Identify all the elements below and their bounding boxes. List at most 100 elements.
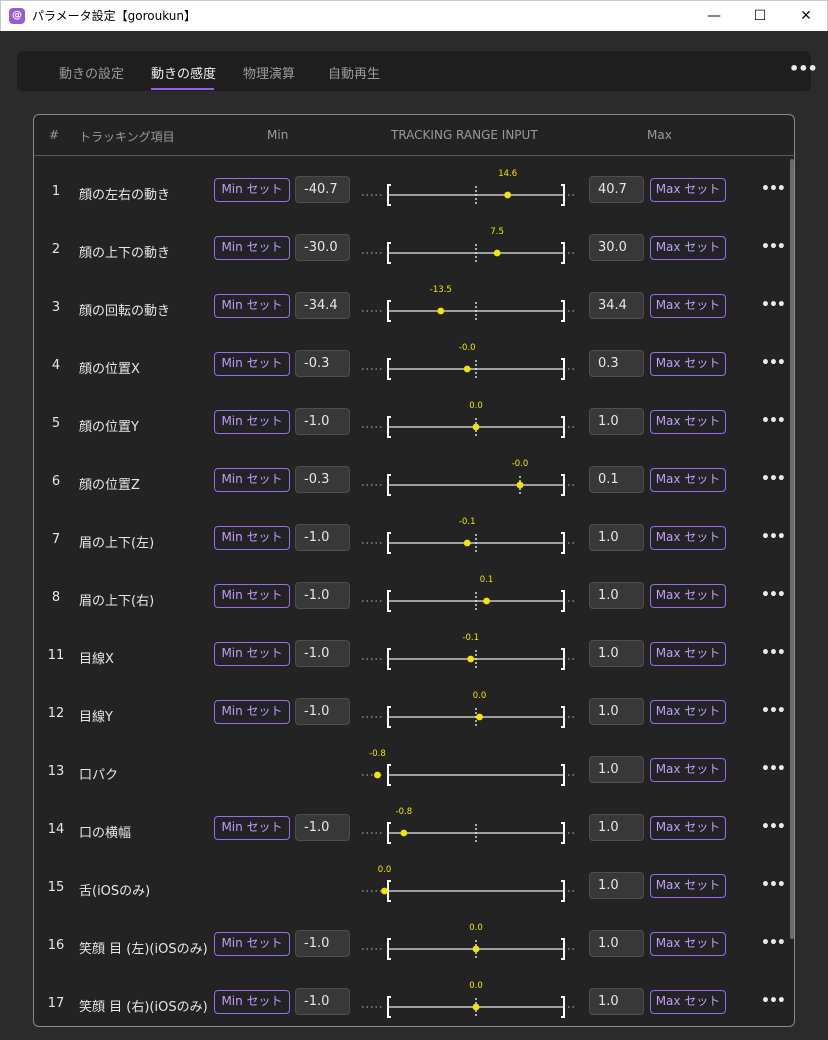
min-set-button[interactable]: Min セット (214, 352, 290, 376)
min-value-field[interactable]: -1.0 (295, 524, 350, 551)
slider-min-bracket[interactable] (387, 358, 391, 380)
tracking-range-slider[interactable]: 0.0 (356, 978, 576, 1026)
max-set-button[interactable]: Max セット (650, 990, 726, 1014)
row-more-icon[interactable]: ••• (761, 935, 786, 951)
tracking-range-slider[interactable]: -0.0 (356, 456, 576, 514)
tracking-range-slider[interactable]: 0.0 (356, 688, 576, 746)
tracking-range-slider[interactable]: -0.0 (356, 340, 576, 398)
max-value-field[interactable]: 1.0 (589, 814, 644, 841)
row-more-icon[interactable]: ••• (761, 413, 786, 429)
min-value-field[interactable]: -1.0 (295, 640, 350, 667)
min-value-field[interactable]: -1.0 (295, 408, 350, 435)
tab-auto-play[interactable]: 自動再生 (328, 67, 381, 82)
slider-max-bracket[interactable] (561, 532, 565, 554)
slider-max-bracket[interactable] (561, 706, 565, 728)
slider-min-bracket[interactable] (387, 938, 391, 960)
max-set-button[interactable]: Max セット (650, 816, 726, 840)
max-set-button[interactable]: Max セット (650, 410, 726, 434)
row-more-icon[interactable]: ••• (761, 993, 786, 1009)
row-more-icon[interactable]: ••• (761, 761, 786, 777)
more-options-icon[interactable]: ••• (789, 59, 818, 78)
min-set-button[interactable]: Min セット (214, 990, 290, 1014)
slider-max-bracket[interactable] (561, 590, 565, 612)
max-value-field[interactable]: 1.0 (589, 756, 644, 783)
min-value-field[interactable]: -1.0 (295, 698, 350, 725)
slider-min-bracket[interactable] (387, 706, 391, 728)
row-more-icon[interactable]: ••• (761, 355, 786, 371)
max-set-button[interactable]: Max セット (650, 468, 726, 492)
tracking-range-slider[interactable]: 0.0 (356, 398, 576, 456)
row-more-icon[interactable]: ••• (761, 471, 786, 487)
slider-min-bracket[interactable] (387, 822, 391, 844)
slider-max-bracket[interactable] (561, 474, 565, 496)
tracking-range-slider[interactable]: 14.6 (356, 166, 576, 224)
slider-min-bracket[interactable] (387, 764, 391, 786)
slider-min-bracket[interactable] (387, 242, 391, 264)
max-set-button[interactable]: Max セット (650, 700, 726, 724)
slider-min-bracket[interactable] (387, 184, 391, 206)
max-value-field[interactable]: 0.3 (589, 350, 644, 377)
slider-min-bracket[interactable] (387, 996, 391, 1018)
min-value-field[interactable]: -1.0 (295, 988, 350, 1015)
max-value-field[interactable]: 1.0 (589, 988, 644, 1015)
scrollbar[interactable] (790, 159, 794, 939)
slider-min-bracket[interactable] (387, 532, 391, 554)
min-set-button[interactable]: Min セット (214, 816, 290, 840)
max-value-field[interactable]: 1.0 (589, 930, 644, 957)
min-set-button[interactable]: Min セット (214, 410, 290, 434)
max-value-field[interactable]: 1.0 (589, 524, 644, 551)
slider-max-bracket[interactable] (561, 416, 565, 438)
min-set-button[interactable]: Min セット (214, 178, 290, 202)
max-set-button[interactable]: Max セット (650, 642, 726, 666)
slider-max-bracket[interactable] (561, 764, 565, 786)
max-set-button[interactable]: Max セット (650, 526, 726, 550)
min-set-button[interactable]: Min セット (214, 584, 290, 608)
min-set-button[interactable]: Min セット (214, 294, 290, 318)
slider-max-bracket[interactable] (561, 822, 565, 844)
min-value-field[interactable]: -0.3 (295, 350, 350, 377)
min-value-field[interactable]: -1.0 (295, 814, 350, 841)
max-set-button[interactable]: Max セット (650, 932, 726, 956)
slider-max-bracket[interactable] (561, 938, 565, 960)
tracking-range-slider[interactable]: -0.8 (356, 746, 576, 804)
slider-min-bracket[interactable] (387, 880, 391, 902)
row-more-icon[interactable]: ••• (761, 587, 786, 603)
min-set-button[interactable]: Min セット (214, 642, 290, 666)
max-value-field[interactable]: 34.4 (589, 292, 644, 319)
tracking-range-slider[interactable]: -13.5 (356, 282, 576, 340)
slider-min-bracket[interactable] (387, 474, 391, 496)
row-more-icon[interactable]: ••• (761, 529, 786, 545)
min-value-field[interactable]: -40.7 (295, 176, 350, 203)
slider-min-bracket[interactable] (387, 590, 391, 612)
row-more-icon[interactable]: ••• (761, 239, 786, 255)
tracking-range-slider[interactable]: 0.0 (356, 920, 576, 978)
tab-motion-sensitivity[interactable]: 動きの感度 (151, 67, 217, 82)
max-value-field[interactable]: 1.0 (589, 408, 644, 435)
slider-max-bracket[interactable] (561, 648, 565, 670)
min-value-field[interactable]: -0.3 (295, 466, 350, 493)
tracking-range-slider[interactable]: -0.1 (356, 514, 576, 572)
max-value-field[interactable]: 1.0 (589, 582, 644, 609)
max-value-field[interactable]: 1.0 (589, 640, 644, 667)
max-set-button[interactable]: Max セット (650, 874, 726, 898)
slider-max-bracket[interactable] (561, 358, 565, 380)
row-more-icon[interactable]: ••• (761, 703, 786, 719)
max-value-field[interactable]: 40.7 (589, 176, 644, 203)
min-set-button[interactable]: Min セット (214, 468, 290, 492)
tracking-range-slider[interactable]: 0.1 (356, 572, 576, 630)
slider-min-bracket[interactable] (387, 648, 391, 670)
slider-max-bracket[interactable] (561, 242, 565, 264)
row-more-icon[interactable]: ••• (761, 819, 786, 835)
minimize-button[interactable]: — (707, 8, 721, 24)
maximize-button[interactable]: ☐ (753, 8, 767, 24)
min-set-button[interactable]: Min セット (214, 700, 290, 724)
min-value-field[interactable]: -30.0 (295, 234, 350, 261)
min-set-button[interactable]: Min セット (214, 932, 290, 956)
max-value-field[interactable]: 30.0 (589, 234, 644, 261)
tab-motion-settings[interactable]: 動きの設定 (59, 67, 125, 82)
slider-max-bracket[interactable] (561, 184, 565, 206)
row-more-icon[interactable]: ••• (761, 181, 786, 197)
min-set-button[interactable]: Min セット (214, 236, 290, 260)
tracking-range-slider[interactable]: -0.8 (356, 804, 576, 862)
tracking-range-slider[interactable]: 0.0 (356, 862, 576, 920)
